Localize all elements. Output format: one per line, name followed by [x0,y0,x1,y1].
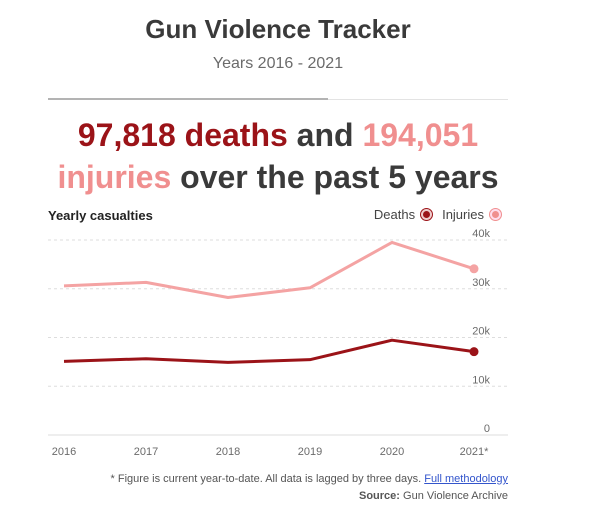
legend-deaths-label: Deaths [373,207,416,222]
headline-suffix: over the past 5 years [180,159,499,195]
headline-injuries-word: injuries [57,159,172,195]
footnote: * Figure is current year-to-date. All da… [111,473,508,485]
series-endpoint-injuries [469,264,479,274]
source-name: Gun Violence Archive [403,490,508,502]
methodology-link[interactable]: Full methodology [424,473,508,485]
legend-deaths-marker-icon [421,209,433,220]
legend-injuries-marker-icon [490,209,501,220]
divider [48,98,328,100]
series-line-deaths [63,338,475,364]
page-subtitle: Years 2016 - 2021 [212,55,344,72]
legend-deaths: Deaths [373,207,433,222]
x-tick-label: 2019 [298,446,322,458]
y-tick-label: 30k [472,277,490,289]
headline-injuries-value: 194,051 [362,117,479,153]
x-tick-label: 2020 [380,446,404,458]
legend-injuries-label: Injuries [442,207,484,222]
page-title: Gun Violence Tracker [145,14,411,44]
series-line-injuries [63,240,475,300]
x-tick-label: 2016 [52,446,76,458]
source-label: Source: [358,490,400,502]
y-tick-label: 0 [484,423,490,435]
legend-injuries: Injuries [442,207,501,222]
x-tick-label: 2017 [134,446,158,458]
chart-legend: Deaths Injuries [374,207,501,222]
x-tick-label: 2021* [460,446,489,458]
chart-title: Yearly casualties [48,208,153,223]
series-endpoint-deaths [469,347,479,357]
headline: 97,818 deaths and 194,051 injuries over … [40,114,516,198]
footnote-text: * Figure is current year-to-date. All da… [110,473,422,485]
y-tick-label: 10k [472,374,490,386]
line-chart: 0 10k 20k 30k 40k 2016 2017 2018 2019 2020 2021* [48,228,508,458]
y-tick-label: 40k [472,228,490,240]
y-tick-label: 20k [472,326,490,338]
headline-connector: and [296,117,354,153]
source-line: Source: Gun Violence Archive [359,490,508,502]
divider-light [328,99,508,100]
x-tick-label: 2018 [216,446,240,458]
headline-deaths: 97,818 deaths [77,117,288,153]
